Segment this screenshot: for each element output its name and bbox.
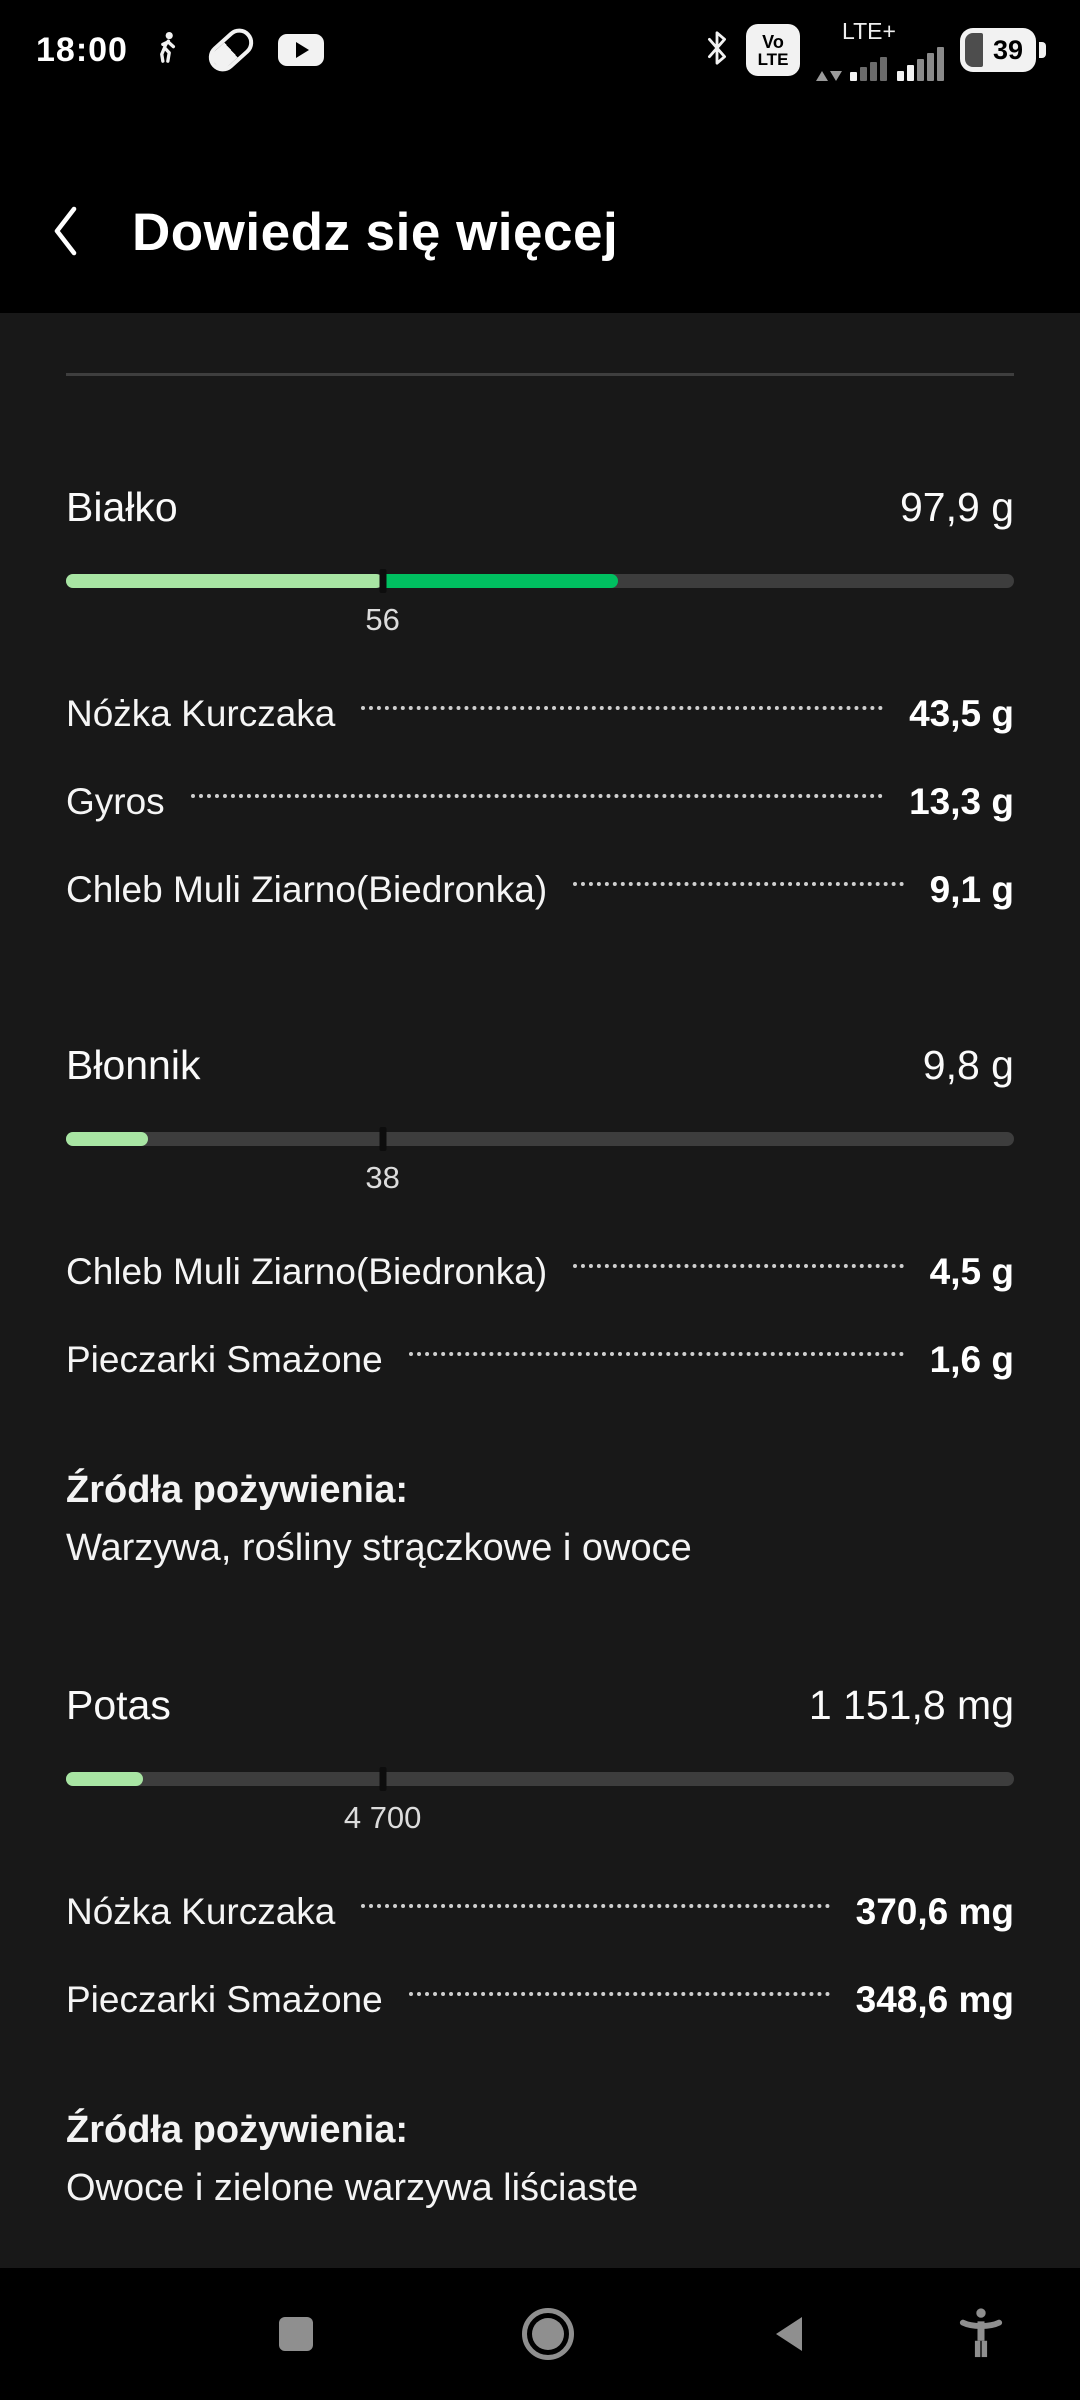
food-row: Gyros 13,3 g [66,758,1014,846]
dotted-leader [361,706,884,710]
accessibility-button[interactable] [946,2299,1016,2369]
food-row: Chleb Muli Ziarno(Biedronka) 9,1 g [66,846,1014,934]
nutrient-name: Błonnik [66,1042,201,1088]
goal-value-label: 4 700 [343,1800,422,1835]
progress-bar [66,569,1014,593]
food-label: Chleb Muli Ziarno(Biedronka) [66,869,548,910]
nutrient-name: Białko [66,484,178,530]
dotted-leader [573,1264,904,1268]
food-value: 9,1 g [929,869,1014,910]
goal-tick [379,1127,387,1151]
chevron-left-icon [46,202,84,263]
food-row: Pieczarki Smażone 1,6 g [66,1316,1014,1404]
recents-square-icon [279,2317,313,2351]
food-sources-text: Warzywa, rośliny strączkowe i owoce [66,1527,692,1569]
accessibility-person-icon [959,2307,1003,2362]
status-right: Vo LTE LTE+ [704,17,1046,81]
nutrient-name: Potas [66,1682,171,1728]
food-label: Nóżka Kurczaka [66,1891,336,1932]
food-sources-heading: Źródła pożywienia: [66,1469,409,1511]
youtube-icon [277,34,324,66]
progress-bar [66,1127,1014,1151]
back-nav-button[interactable] [754,2299,824,2369]
progress-bar [66,1767,1014,1791]
dotted-leader [408,1352,904,1356]
battery-icon: 39 [960,28,1046,72]
nutrient-section-bialko: Białko 97,9 g 56 Nóżka Kurczaka 43,5 g G… [66,480,1014,934]
signal-bars-sim2-icon [897,46,944,81]
nutrient-section-blonnik: Błonnik 9,8 g 38 Chleb Muli Ziarno(Biedr… [66,1038,1014,1574]
signal-bars-sim1-icon [850,56,887,81]
nutrient-amount: 9,8 g [922,1042,1014,1088]
dotted-leader [361,1904,830,1908]
data-activity-arrows-icon [816,70,842,81]
progress-fill-to-goal [66,574,383,588]
goal-value-label: 56 [365,602,400,637]
volte-badge: Vo LTE [746,24,800,76]
food-label: Pieczarki Smażone [66,1979,383,2020]
android-nav-bar [0,2268,1080,2400]
food-sources-text: Owoce i zielone warzywa liściaste [66,2167,639,2209]
progress-fill-to-goal [66,1132,148,1146]
food-value: 4,5 g [929,1251,1014,1292]
volte-bottom-label: LTE [757,49,789,69]
goal-tick [379,1767,387,1791]
signal-cluster: LTE+ [816,17,944,81]
battery-percent: 39 [992,34,1024,65]
battery-charge-fill [965,33,983,67]
nutrient-section-potas: Potas 1 151,8 mg 4 700 Nóżka Kurczaka 37… [66,1678,1014,2214]
steps-walker-icon [150,30,184,71]
food-label: Nóżka Kurczaka [66,693,336,734]
divider [66,373,1014,376]
food-value: 43,5 g [909,693,1014,734]
network-type-label: LTE+ [842,17,896,44]
nutrient-amount: 97,9 g [900,484,1014,530]
goal-value-label: 38 [365,1160,400,1195]
clock: 18:00 [36,30,128,69]
recents-button[interactable] [261,2299,331,2369]
food-sources-heading: Źródła pożywienia: [66,2109,409,2151]
food-row: Chleb Muli Ziarno(Biedronka) 4,5 g [66,1228,1014,1316]
back-triangle-icon [776,2317,802,2351]
food-label: Chleb Muli Ziarno(Biedronka) [66,1251,548,1292]
home-circle-icon [522,2308,574,2360]
goal-tick [379,569,387,593]
pill-icon [203,22,259,78]
bluetooth-icon [704,28,730,73]
volte-top-label: Vo [762,31,784,52]
page-title: Dowiedz się więcej [132,202,619,262]
dotted-leader [190,794,884,798]
progress-fill-over-goal [382,574,618,588]
food-row: Nóżka Kurczaka 43,5 g [66,670,1014,758]
food-value: 348,6 mg [855,1979,1014,2020]
food-label: Pieczarki Smażone [66,1339,383,1380]
food-value: 13,3 g [909,781,1014,822]
back-button[interactable] [46,202,84,263]
progress-fill-to-goal [66,1772,143,1786]
battery-cap [1039,42,1046,58]
food-row: Nóżka Kurczaka 370,6 mg [66,1868,1014,1956]
food-value: 1,6 g [929,1339,1014,1380]
nutrient-amount: 1 151,8 mg [808,1682,1014,1728]
home-button[interactable] [513,2299,583,2369]
food-row: Pieczarki Smażone 348,6 mg [66,1956,1014,2044]
food-label: Gyros [66,781,165,822]
dotted-leader [408,1992,830,1996]
status-bar: 18:00 Vo LTE LTE+ [0,0,1080,100]
food-value: 370,6 mg [855,1891,1014,1932]
status-left: 18:00 [36,22,324,78]
nutrition-detail-panel: Białko 97,9 g 56 Nóżka Kurczaka 43,5 g G… [0,313,1080,2268]
app-header: Dowiedz się więcej [0,172,1080,292]
dotted-leader [573,882,904,886]
